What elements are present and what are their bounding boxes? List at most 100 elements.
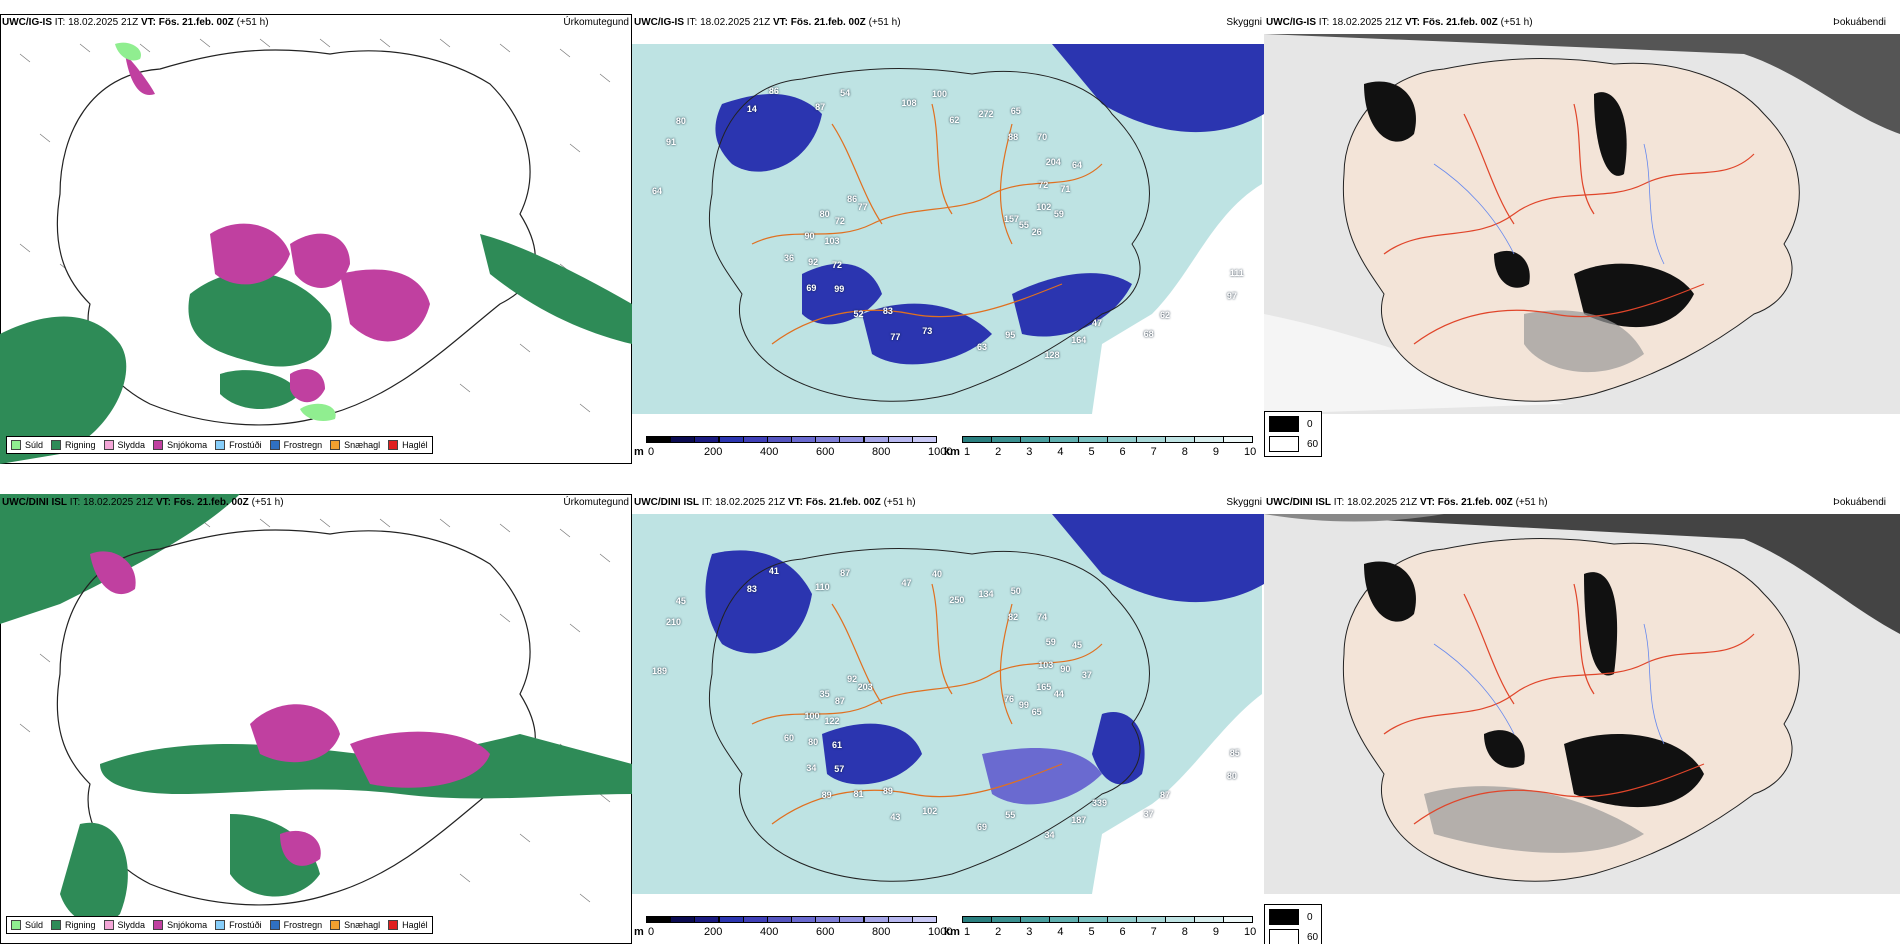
colorbar-tick: 800: [872, 446, 891, 458]
cloud-base-label: 55: [1018, 219, 1029, 230]
colorbar-segment: [1107, 436, 1137, 443]
title-fog-1: Þokuábendi: [1833, 17, 1886, 28]
colorbar-segment: [1223, 916, 1253, 923]
cloud-base-label: 103: [824, 236, 840, 247]
legend-swatch: [215, 440, 226, 450]
legend-item: Frostúði: [215, 440, 262, 450]
legend-item: Súld: [11, 440, 43, 450]
legend-swatch: [51, 440, 62, 450]
colorbar-tick: 7: [1150, 446, 1157, 458]
colorbar-tick: 0: [648, 446, 655, 458]
colorbar-segment: [1136, 916, 1166, 923]
colorbar-segment: [1049, 436, 1079, 443]
legend-item: Slydda: [103, 440, 145, 450]
cloud-base-label: 71: [1060, 184, 1071, 195]
iceland-outline: [708, 68, 1150, 402]
cloud-base-label: 54: [840, 87, 851, 98]
fog-index-map-2: UWC/DINI ISL IT: 18.02.2025 21Z VT: Fös.…: [1264, 494, 1900, 944]
cloud-base-label: 99: [834, 283, 845, 294]
cloud-base-label: 88: [1008, 132, 1019, 143]
title-precip-2: Úrkomutegund: [563, 497, 629, 508]
cloud-vis-map-2: UWC/DINI ISL IT: 18.02.2025 21Z VT: Fös.…: [632, 494, 1264, 944]
cloud-base-label: 87: [840, 567, 851, 578]
colorbar-segment: [911, 436, 937, 443]
colorbar-tick: 4: [1057, 926, 1064, 938]
cloud-base-label: 37: [1143, 809, 1154, 820]
cloud-base-label: 64: [1071, 160, 1082, 171]
colorbar-segment: [694, 436, 720, 443]
cloud-base-label: 102: [922, 806, 938, 817]
colorbar-segment: [839, 916, 865, 923]
colorbar-segment: [791, 436, 817, 443]
colorbar-segment: [1107, 916, 1137, 923]
colorbar-tick: 1: [964, 926, 971, 938]
colorbar-segment: [1165, 916, 1195, 923]
colorbar-segment: [1078, 916, 1108, 923]
cloud-base-label: 164: [1071, 334, 1087, 345]
cloud-base-label: 80: [819, 209, 830, 220]
colorbar-segment: [991, 916, 1021, 923]
colorbar-segment: [646, 436, 672, 443]
colorbar-tick: 5: [1088, 446, 1095, 458]
legend-swatch: [11, 440, 21, 450]
colorbar-tick: 7: [1150, 926, 1157, 938]
cloud-base-label: 44: [1053, 688, 1064, 699]
colorbar-tick: 400: [760, 926, 779, 938]
cloud-base-label: 85: [1229, 748, 1240, 759]
colorbar-segment: [742, 436, 768, 443]
cloud-base-label: 157: [1004, 214, 1020, 224]
cloud-base-label: 60: [784, 732, 795, 743]
cloud-base-label: 100: [932, 89, 948, 100]
colorbar-tick: 10: [1244, 446, 1257, 458]
row1: UWC/IG-IS IT: 18.02.2025 21Z VT: Fös. 21…: [0, 0, 1900, 470]
rain-areas: [0, 234, 632, 464]
colorbar-segment: [1049, 916, 1079, 923]
cloud-base-label: 62: [1159, 309, 1170, 320]
header-1a: UWC/IG-IS IT: 18.02.2025 21Z VT: Fös. 21…: [2, 17, 269, 28]
legend-swatch: [269, 920, 280, 930]
fog-swatch-dark: [1269, 416, 1299, 432]
cloud-base-label: 82: [1008, 612, 1019, 623]
cloud-base-label: 62: [949, 114, 960, 125]
cloud-base-label: 59: [1045, 637, 1056, 648]
cloud-base-label: 204: [1045, 157, 1061, 168]
colorbar-tick: 1: [964, 446, 971, 458]
row2: UWC/DINI ISL IT: 18.02.2025 21Z VT: Fös.…: [0, 480, 1900, 950]
colorbar-unit: km: [944, 446, 960, 458]
fog-swatch-dark: [1269, 909, 1299, 925]
fog-swatch-light: [1269, 436, 1299, 452]
cloud-base-label: 87: [1159, 789, 1170, 800]
legend-item: Frostúði: [215, 920, 262, 930]
colorbar-segment: [1194, 436, 1224, 443]
legend-swatch: [153, 920, 164, 930]
cloud-base-label: 43: [890, 812, 901, 823]
cloud-base-label: 61: [832, 739, 843, 750]
colorbar-segment: [815, 436, 841, 443]
cloud-base-label: 210: [665, 617, 681, 628]
title-vis-2: Skyggni: [1226, 497, 1262, 508]
header-2a: UWC/DINI ISL IT: 18.02.2025 21Z VT: Fös.…: [2, 497, 284, 508]
cloud-base-label: 90: [1060, 664, 1071, 675]
colorbar-segment: [887, 436, 913, 443]
cloud-base-label: 41: [768, 565, 779, 576]
colorbar-tick: 8: [1181, 446, 1188, 458]
title-fog-2: Þokuábendi: [1833, 497, 1886, 508]
legend-item: Snjókoma: [153, 440, 207, 450]
legend-item: Haglél: [388, 440, 428, 450]
cloud-base-label: 70: [1037, 131, 1048, 142]
fog-map-svg: [1264, 514, 1900, 894]
cloud-base-label: 97: [1226, 290, 1237, 301]
colorbar-tick: 600: [816, 926, 835, 938]
colorbar-segment: [962, 916, 992, 923]
legend-item: Frostregn: [269, 920, 322, 930]
precip-map-svg: [0, 494, 632, 925]
cloud-base-label: 35: [819, 689, 830, 700]
cloud-base-label: 100: [804, 711, 820, 722]
cloud-base-label: 77: [857, 202, 868, 213]
legend-item: Frostregn: [269, 440, 322, 450]
title-vis-1: Skyggni: [1226, 17, 1262, 28]
colorbar-tick: 8: [1181, 926, 1188, 938]
colorbar-segment: [670, 436, 696, 443]
colorbar-segment: [1223, 436, 1253, 443]
cloud-base-label: 14: [746, 103, 757, 114]
